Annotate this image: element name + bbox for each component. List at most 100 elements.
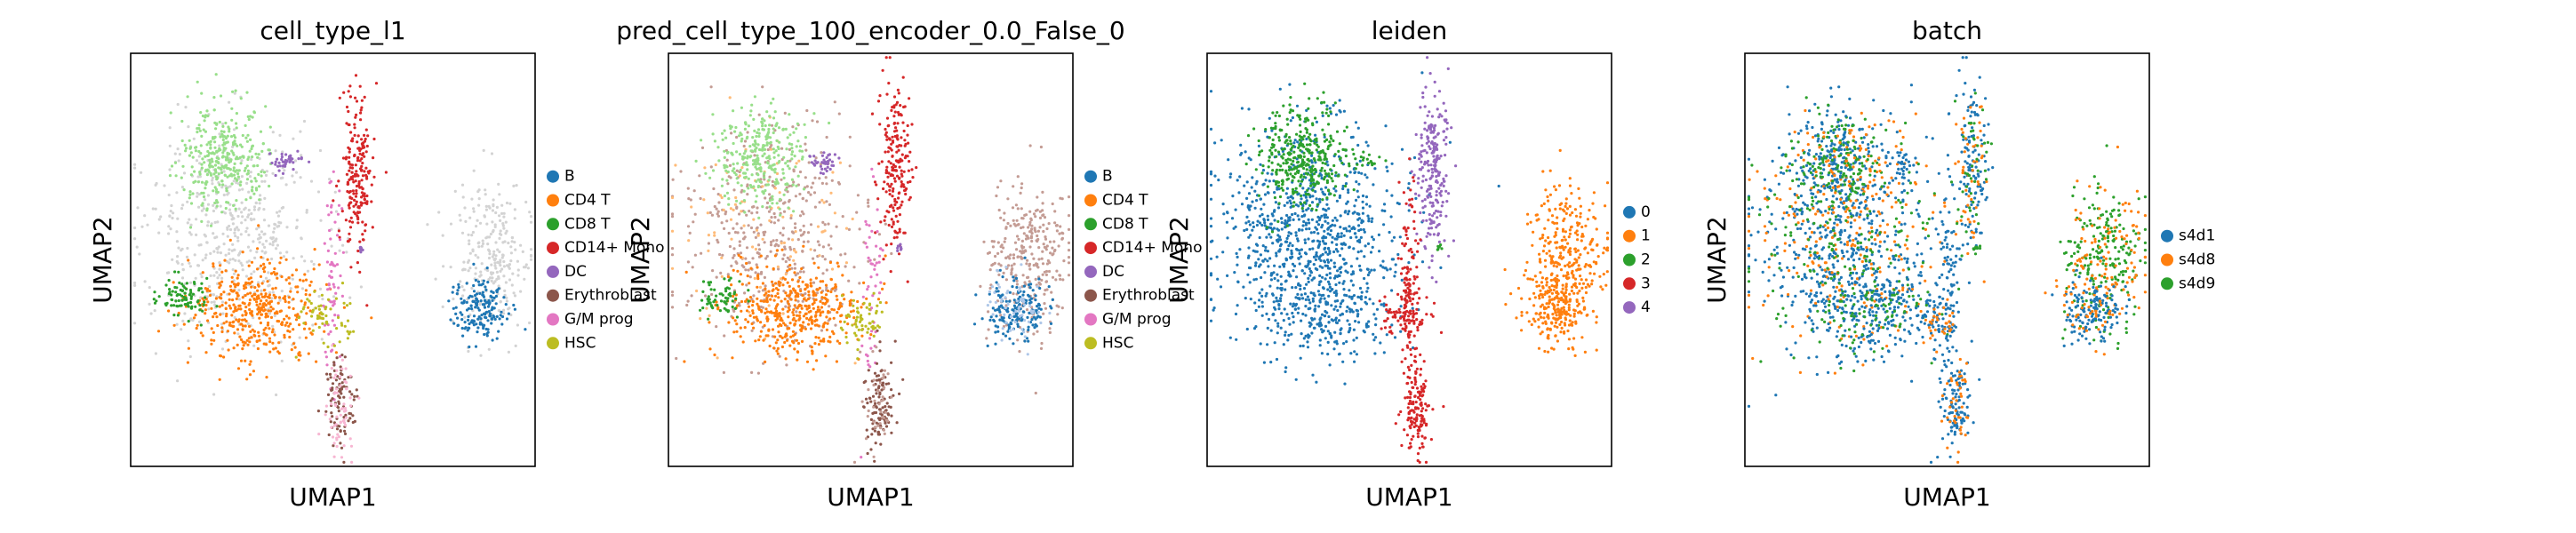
scatter-point	[334, 210, 339, 213]
scatter-point	[870, 330, 874, 333]
scatter-point	[884, 190, 888, 194]
scatter-point	[792, 231, 796, 235]
scatter-point	[996, 293, 1001, 298]
scatter-point	[876, 430, 881, 434]
scatter-point	[331, 386, 334, 390]
scatter-point	[809, 309, 812, 313]
scatter-point	[744, 318, 748, 322]
scatter-point	[1293, 211, 1297, 216]
scatter-point	[143, 214, 147, 218]
scatter-point	[794, 222, 797, 226]
scatter-point	[258, 338, 261, 342]
scatter-point	[831, 171, 835, 174]
scatter-point	[876, 433, 880, 436]
scatter-point	[1029, 217, 1033, 220]
scatter-point	[288, 282, 292, 285]
scatter-point	[235, 126, 238, 130]
scatter-point	[1044, 237, 1048, 241]
scatter-point	[1053, 210, 1057, 213]
scatter-point	[898, 392, 901, 395]
scatter-point	[851, 217, 854, 221]
scatter-point	[215, 271, 219, 274]
scatter-point	[228, 321, 232, 324]
scatter-point	[485, 310, 489, 314]
scatter-point	[494, 241, 498, 244]
scatter-point	[193, 282, 196, 285]
scatter-point	[228, 284, 232, 288]
scatter-point	[292, 328, 295, 331]
scatter-point	[748, 145, 752, 148]
scatter-point	[329, 376, 332, 379]
scatter-point	[201, 259, 204, 262]
scatter-point	[212, 250, 216, 253]
scatter-point	[486, 281, 490, 284]
scatter-point	[866, 359, 869, 363]
scatter-point	[310, 314, 314, 318]
scatter-point	[734, 173, 738, 177]
scatter-point	[495, 314, 499, 318]
scatter-point	[474, 293, 477, 298]
scatter-point	[340, 210, 344, 213]
scatter-point	[1284, 192, 1288, 195]
scatter-point	[1020, 239, 1024, 243]
scatter-point	[769, 101, 773, 105]
scatter-point	[332, 444, 335, 448]
scatter-point	[1045, 227, 1049, 231]
scatter-point	[1055, 269, 1059, 273]
scatter-point	[890, 142, 893, 146]
scatter-point	[884, 301, 888, 305]
scatter-point	[196, 195, 199, 198]
scatter-point	[250, 179, 253, 183]
scatter-point	[1067, 241, 1071, 244]
scatter-point	[233, 227, 237, 231]
scatter-point	[1034, 230, 1037, 234]
scatter-point	[887, 211, 891, 214]
scatter-point	[460, 313, 464, 316]
scatter-point	[300, 255, 303, 259]
scatter-point	[1037, 246, 1041, 250]
scatter-point	[302, 306, 306, 309]
scatter-point	[716, 307, 720, 311]
scatter-point	[1030, 318, 1034, 322]
scatter-point	[442, 265, 445, 268]
scatter-point	[1040, 257, 1044, 260]
scatter-point	[884, 131, 888, 134]
scatter-point	[1009, 253, 1012, 257]
scatter-point	[1010, 268, 1013, 272]
scatter-point	[844, 331, 848, 335]
scatter-point	[871, 320, 875, 323]
scatter-point	[1012, 253, 1016, 257]
scatter-point	[245, 227, 249, 230]
scatter-point	[986, 344, 989, 347]
scatter-point	[228, 258, 232, 261]
scatter-point	[244, 294, 247, 298]
legend-marker	[547, 289, 559, 302]
scatter-point	[257, 281, 260, 284]
scatter-point	[257, 297, 260, 300]
scatter-point	[468, 239, 471, 243]
scatter-point	[246, 245, 251, 249]
scatter-point	[1030, 232, 1034, 235]
scatter-point	[266, 295, 269, 298]
scatter-point	[447, 299, 451, 303]
scatter-point	[260, 295, 264, 298]
scatter-point	[724, 302, 728, 306]
scatter-point	[877, 385, 881, 388]
scatter-point	[1008, 290, 1012, 294]
scatter-point	[175, 294, 179, 298]
scatter-point	[756, 285, 759, 289]
scatter-point	[884, 425, 889, 428]
scatter-point	[342, 301, 346, 305]
scatter-point	[1017, 306, 1020, 310]
scatter-point	[732, 253, 736, 258]
scatter-point	[747, 187, 750, 190]
scatter-point	[845, 341, 849, 345]
scatter-point	[313, 248, 316, 251]
scatter-point	[358, 270, 362, 274]
scatter-point	[825, 315, 828, 319]
scatter-point	[289, 322, 292, 326]
legend-label: CD14+ Mono	[564, 239, 664, 257]
scatter-point	[1051, 298, 1054, 301]
scatter-point	[1029, 297, 1034, 300]
scatter-point	[889, 185, 892, 188]
